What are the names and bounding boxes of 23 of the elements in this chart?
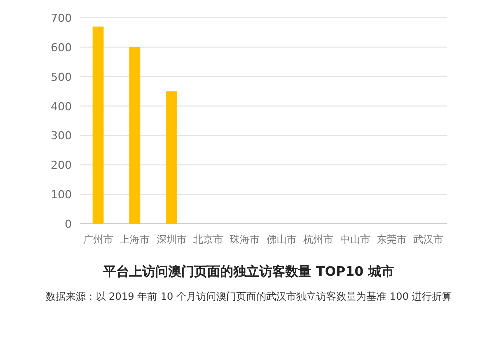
x-tick-label: 广州市	[83, 234, 114, 246]
y-tick-label: 700	[51, 12, 72, 25]
x-tick-label: 北京市	[193, 234, 224, 246]
bar	[92, 26, 104, 224]
x-tick-label: 上海市	[120, 234, 150, 246]
source-note: 数据来源：以 2019 年前 10 个月访问澳门页面的武汉市独立访客数量为基准 100 进行折算	[46, 291, 452, 303]
x-tick-label: 珠海市	[230, 234, 260, 246]
y-tick-label: 400	[51, 100, 72, 114]
x-tick-label: 东莞市	[376, 234, 407, 246]
bar	[166, 92, 178, 224]
y-tick-label: 600	[51, 41, 72, 54]
y-tick-label: 500	[51, 70, 72, 84]
y-tick-label: 300	[51, 130, 72, 143]
x-tick-label: 佛山市	[266, 234, 297, 246]
y-tick-label: 100	[51, 188, 72, 202]
bar	[130, 47, 141, 224]
x-tick-label: 深圳市	[156, 234, 187, 246]
x-tick-label: 武汉市	[414, 234, 444, 246]
text: 平台上访问澳门页面的独立访客数量 TOP10 城市	[102, 264, 394, 280]
y-tick-label: 0	[65, 218, 72, 231]
y-tick-label: 200	[51, 159, 72, 172]
x-tick-label: 杭州市	[302, 234, 334, 246]
x-tick-label: 中山市	[340, 234, 370, 246]
